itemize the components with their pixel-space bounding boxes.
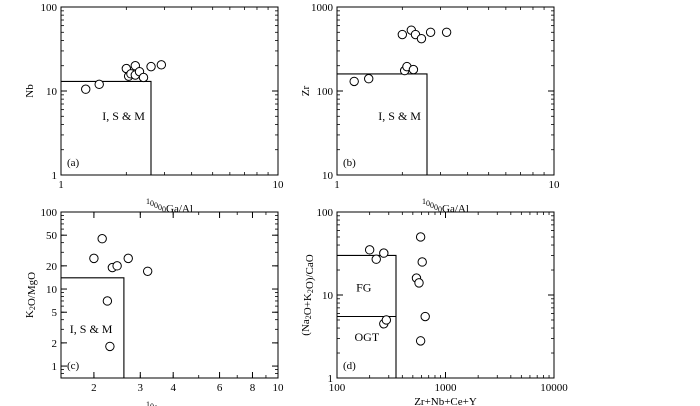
region-label: OGT bbox=[355, 330, 380, 344]
x-axis-title: 10000Ga/Al bbox=[146, 400, 193, 406]
x-tick-label: 1000 bbox=[435, 382, 458, 394]
data-point bbox=[94, 79, 104, 90]
region-boundary bbox=[61, 277, 125, 378]
y-tick-label: 10 bbox=[46, 86, 58, 98]
y-tick-label: 10 bbox=[46, 284, 58, 296]
data-point bbox=[397, 29, 408, 40]
data-point bbox=[142, 266, 153, 276]
data-point bbox=[441, 27, 452, 37]
x-tick-label: 3 bbox=[138, 382, 144, 394]
y-tick-label: 10 bbox=[322, 170, 334, 182]
data-point bbox=[381, 315, 392, 325]
data-point bbox=[417, 257, 427, 267]
y-tick-label: 2 bbox=[52, 338, 58, 350]
y-axis-title: Zr bbox=[300, 85, 312, 96]
data-point bbox=[425, 27, 436, 37]
y-tick-label: 20 bbox=[46, 261, 58, 273]
y-tick-label: 1 bbox=[52, 170, 58, 182]
y-tick-label: 10 bbox=[322, 290, 334, 302]
panel-label: (a) bbox=[67, 157, 80, 169]
x-tick-label: 1 bbox=[334, 179, 340, 191]
data-point bbox=[364, 245, 375, 255]
data-point bbox=[138, 72, 149, 83]
data-point bbox=[379, 248, 389, 258]
x-tick-label: 100 bbox=[329, 382, 346, 394]
data-point bbox=[415, 336, 426, 346]
data-point bbox=[415, 232, 426, 242]
data-point bbox=[408, 64, 419, 75]
plot-frame bbox=[60, 6, 279, 176]
data-point bbox=[349, 76, 359, 87]
y-tick-label: 100 bbox=[317, 207, 334, 219]
region-label: FG bbox=[356, 281, 372, 295]
y-axis-title: (Na2O+K2O)/CaO bbox=[300, 254, 316, 335]
y-axis-title: Nb bbox=[24, 84, 36, 98]
region-boundary bbox=[337, 254, 397, 378]
x-tick-label: 10 bbox=[549, 179, 561, 191]
y-tick-label: 1000 bbox=[311, 2, 334, 14]
data-point bbox=[420, 311, 430, 322]
data-point bbox=[112, 261, 122, 271]
data-point bbox=[364, 74, 374, 84]
plot-frame bbox=[60, 211, 279, 379]
data-point bbox=[371, 254, 381, 264]
panel-c: 234681012510205010010000Ga/AlK2O/MgO(c)I… bbox=[24, 207, 284, 406]
x-tick-label: 2 bbox=[91, 382, 97, 394]
x-tick-label: 10000 bbox=[540, 382, 568, 394]
panel-label: (d) bbox=[343, 360, 356, 372]
x-axis-title: Zr+Nb+Ce+Y bbox=[414, 396, 477, 406]
data-point bbox=[102, 296, 113, 306]
region-label: I, S & M bbox=[102, 109, 145, 123]
x-tick-label: 10 bbox=[273, 382, 285, 394]
data-point bbox=[414, 278, 424, 288]
data-point bbox=[105, 341, 115, 352]
panel-label: (c) bbox=[67, 360, 80, 372]
panel-d: 100 1000 10000 1 10 100 Zr+Nb+Ce+Y (Na2O+K2O)/C… bbox=[300, 207, 568, 406]
data-point bbox=[416, 33, 427, 44]
region-label: I, S & M bbox=[70, 322, 113, 336]
x-tick-label: 8 bbox=[250, 382, 256, 394]
y-tick-label: 100 bbox=[317, 86, 334, 98]
x-tick-label: 1 bbox=[58, 179, 64, 191]
x-tick-label: 6 bbox=[217, 382, 223, 394]
y-axis-title: K2O/MgO bbox=[24, 272, 38, 318]
data-point bbox=[156, 60, 167, 70]
y-tick-label: 100 bbox=[41, 207, 58, 219]
y-tick-label: 50 bbox=[46, 230, 58, 242]
data-point bbox=[146, 61, 156, 72]
y-tick-label: 100 bbox=[41, 2, 58, 14]
x-tick-label: 4 bbox=[170, 382, 176, 394]
region-label: I, S & M bbox=[378, 109, 421, 123]
panel-label: (b) bbox=[343, 157, 356, 169]
x-tick-label: 10 bbox=[273, 179, 285, 191]
data-point bbox=[123, 253, 133, 264]
data-point bbox=[97, 234, 107, 244]
data-point bbox=[81, 84, 91, 94]
data-point bbox=[89, 253, 99, 264]
region-boundary bbox=[61, 80, 152, 175]
y-tick-label: 1 bbox=[328, 373, 334, 385]
y-tick-label: 1 bbox=[52, 361, 58, 373]
plot-frame bbox=[336, 211, 555, 379]
y-tick-label: 5 bbox=[52, 307, 58, 319]
region-boundary bbox=[337, 73, 428, 175]
